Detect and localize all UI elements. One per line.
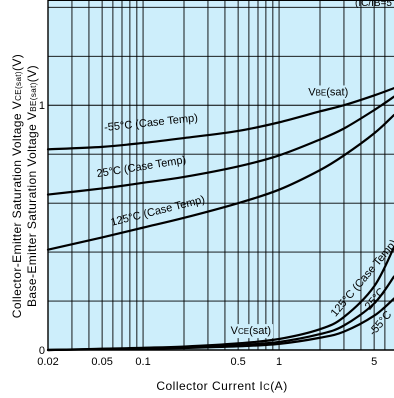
x-tick-label: 0.05 bbox=[91, 356, 112, 368]
y-tick-label: 0 bbox=[39, 345, 45, 357]
x-tick-label: 0.02 bbox=[37, 356, 58, 368]
annotation-vce: VCE(sat) bbox=[231, 325, 271, 337]
y-axis-label-line1-prefix: Collector-Emitter Saturation Voltage V bbox=[10, 101, 24, 318]
tick-labels: 0.02 0.05 0.1 0.5 1 5 0 1 bbox=[37, 100, 377, 368]
x-axis-label-suffix: (A) bbox=[270, 379, 288, 393]
x-axis-label-prefix: Collector Current I bbox=[156, 379, 263, 393]
annotation-bg bbox=[306, 85, 351, 100]
series-group bbox=[46, 87, 394, 352]
x-tick-label: 0.5 bbox=[230, 356, 245, 368]
series-line bbox=[46, 87, 394, 151]
condition-label: (IC/IB=5 bbox=[355, 0, 392, 9]
annotation-bg bbox=[228, 324, 274, 339]
x-axis-label-sub: C bbox=[263, 382, 270, 392]
annotation-suffix: (sat) bbox=[326, 86, 348, 98]
annotation-text: V bbox=[308, 86, 316, 98]
series-line bbox=[46, 246, 394, 352]
y-axis-label-line2-suffix: (V) bbox=[25, 65, 39, 82]
x-tick-label: 5 bbox=[371, 356, 377, 368]
x-tick-label: 1 bbox=[276, 356, 282, 368]
annotation-sub: BE bbox=[316, 88, 327, 97]
y-axis-label-line1: Collector-Emitter Saturation Voltage VCE… bbox=[10, 54, 24, 318]
series-line bbox=[46, 95, 394, 196]
y-axis-label-line2-prefix: Base-Emitter Saturation Voltage V bbox=[25, 112, 39, 307]
series-line bbox=[46, 113, 394, 251]
x-tick-label: 0.1 bbox=[135, 356, 150, 368]
y-axis-label-line2-sub: BE(sat) bbox=[29, 82, 38, 111]
annotation-vbe: VBE(sat) bbox=[308, 86, 348, 98]
y-tick-label: 1 bbox=[39, 100, 45, 112]
plot-frame bbox=[47, 0, 394, 351]
y-axis-label-line1-sub: CE(sat) bbox=[14, 71, 23, 101]
annotation-suffix: (sat) bbox=[249, 325, 271, 337]
annotation-text: V bbox=[231, 325, 239, 337]
y-axis-label-line1-suffix: (V) bbox=[10, 54, 24, 71]
plot-area bbox=[48, 0, 394, 350]
y-axis-label-line2: Base-Emitter Saturation Voltage VBE(sat)… bbox=[25, 65, 39, 307]
annotation-sub: CE bbox=[238, 327, 249, 336]
x-axis-label: Collector Current IC(A) bbox=[156, 379, 287, 393]
grid bbox=[48, 0, 394, 350]
